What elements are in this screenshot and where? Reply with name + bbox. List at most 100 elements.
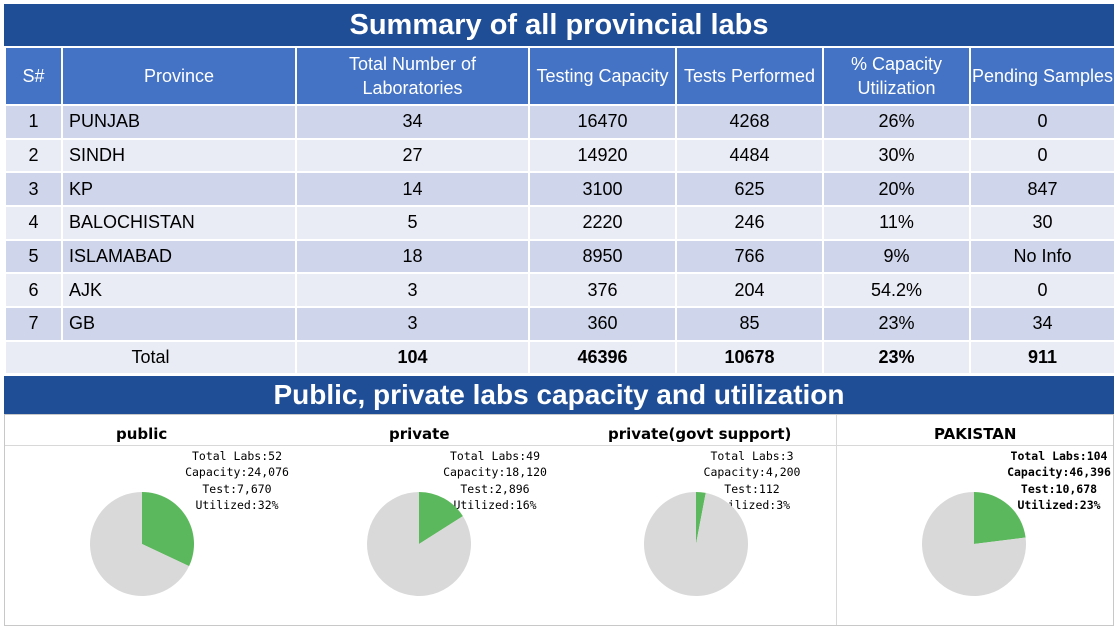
table-row: 1 PUNJAB 34 16470 4268 26% 0 [4, 104, 1116, 140]
cell-labs: 18 [295, 238, 530, 275]
cell-pending: 34 [969, 306, 1116, 342]
table-header-row: S# Province Total Number of Laboratories… [4, 46, 1116, 106]
stat-line: Test:2,896 [460, 481, 530, 496]
cell-labs: 3 [295, 306, 530, 342]
table-row: 2 SINDH 27 14920 4484 30% 0 [4, 137, 1116, 174]
chart-stats: Total Labs:52 Capacity:24,076 Test:7,670… [181, 448, 293, 513]
cell-province: SINDH [61, 137, 297, 174]
col-header-province: Province [61, 46, 297, 106]
cell-capacity: 2220 [528, 205, 677, 241]
stat-line: Test:10,678 [1020, 481, 1098, 496]
cell-tests: 204 [675, 272, 824, 309]
pie-charts-panel: public Total Labs:52 Capacity:24,076 Tes… [4, 414, 1114, 626]
pie-slice-utilized [419, 492, 463, 544]
cell-labs: 34 [295, 104, 530, 140]
stat-line: Total Labs:104 [1010, 449, 1108, 463]
stat-line: Capacity:18,120 [443, 465, 547, 480]
pie-slice-unused-capacity [367, 492, 471, 596]
col-header-utilization: % Capacity Utilization [822, 46, 971, 106]
pie-slice-unused-capacity [922, 492, 1026, 596]
cell-utilization: 30% [822, 137, 971, 174]
stat-line: Total Labs:3 [710, 449, 794, 463]
table-row: 7 GB 3 360 85 23% 34 [4, 306, 1116, 342]
table-row: 4 BALOCHISTAN 5 2220 246 11% 30 [4, 205, 1116, 241]
table-title: Summary of all provincial labs [4, 4, 1114, 46]
cell-province: BALOCHISTAN [61, 205, 297, 241]
cell-utilization: 26% [822, 104, 971, 140]
cell-pending: No Info [969, 238, 1116, 275]
col-header-labs: Total Number of Laboratories [295, 46, 530, 106]
stat-line: Utilized:16% [453, 497, 537, 512]
col-header-pending: Pending Samples [969, 46, 1116, 106]
cell-labs: 27 [295, 137, 530, 174]
pie-chart-private [367, 492, 471, 596]
cell-tests: 85 [675, 306, 824, 342]
stat-line: Total Labs:49 [449, 449, 540, 463]
divider [836, 415, 837, 625]
stat-line: Test:112 [724, 481, 780, 496]
total-labs: 104 [295, 339, 530, 375]
cell-tests: 766 [675, 238, 824, 275]
stat-line: Capacity:46,396 [1007, 465, 1111, 480]
cell-capacity: 8950 [528, 238, 677, 275]
cell-capacity: 14920 [528, 137, 677, 174]
total-tests: 10678 [675, 339, 824, 375]
cell-sn: 2 [4, 137, 63, 174]
cell-pending: 0 [969, 137, 1116, 174]
divider [5, 445, 1113, 446]
cell-sn: 4 [4, 205, 63, 241]
cell-sn: 5 [4, 238, 63, 275]
cell-capacity: 3100 [528, 171, 677, 208]
chart-title: private [389, 425, 450, 443]
cell-utilization: 9% [822, 238, 971, 275]
cell-labs: 14 [295, 171, 530, 208]
cell-utilization: 23% [822, 306, 971, 342]
pie-slice-utilized [696, 492, 706, 544]
cell-tests: 4484 [675, 137, 824, 174]
cell-pending: 847 [969, 171, 1116, 208]
chart-title: private(govt support) [608, 425, 792, 443]
cell-pending: 0 [969, 272, 1116, 309]
cell-tests: 4268 [675, 104, 824, 140]
col-header-sn: S# [4, 46, 63, 106]
cell-capacity: 376 [528, 272, 677, 309]
pie-chart-pakistan [922, 492, 1026, 596]
cell-province: KP [61, 171, 297, 208]
total-capacity: 46396 [528, 339, 677, 375]
cell-pending: 30 [969, 205, 1116, 241]
pie-chart-public [90, 492, 195, 596]
provincial-labs-table: S# Province Total Number of Laboratories… [4, 46, 1116, 375]
cell-tests: 625 [675, 171, 824, 208]
table-row: 6 AJK 3 376 204 54.2% 0 [4, 272, 1116, 309]
cell-sn: 3 [4, 171, 63, 208]
cell-utilization: 54.2% [822, 272, 971, 309]
cell-sn: 6 [4, 272, 63, 309]
stat-line: Test:7,670 [202, 481, 272, 496]
chart-title: PAKISTAN [934, 425, 1017, 443]
pie-slice-unused-capacity [644, 492, 748, 596]
cell-province: PUNJAB [61, 104, 297, 140]
pie-chart-private-govt [644, 492, 748, 596]
col-header-tests: Tests Performed [675, 46, 824, 106]
pie-slice-utilized [142, 492, 195, 567]
pie-slice-utilized [974, 492, 1026, 544]
total-label: Total [4, 339, 297, 375]
cell-province: AJK [61, 272, 297, 309]
cell-pending: 0 [969, 104, 1116, 140]
table-row: 5 ISLAMABAD 18 8950 766 9% No Info [4, 238, 1116, 275]
cell-sn: 1 [4, 104, 63, 140]
stat-line: Capacity:4,200 [703, 465, 801, 480]
chart-stats: Total Labs:104 Capacity:46,396 Test:10,6… [1005, 448, 1113, 513]
cell-capacity: 360 [528, 306, 677, 342]
chart-stats: Total Labs:3 Capacity:4,200 Test:112 Uti… [696, 448, 808, 513]
cell-sn: 7 [4, 306, 63, 342]
chart-stats: Total Labs:49 Capacity:18,120 Test:2,896… [439, 448, 551, 513]
total-utilization: 23% [822, 339, 971, 375]
stat-line: Utilized:23% [1017, 497, 1101, 512]
cell-capacity: 16470 [528, 104, 677, 140]
cell-province: GB [61, 306, 297, 342]
cell-utilization: 20% [822, 171, 971, 208]
table-row: 3 KP 14 3100 625 20% 847 [4, 171, 1116, 208]
pie-slice-unused-capacity [90, 492, 190, 596]
chart-title: public [116, 425, 168, 443]
